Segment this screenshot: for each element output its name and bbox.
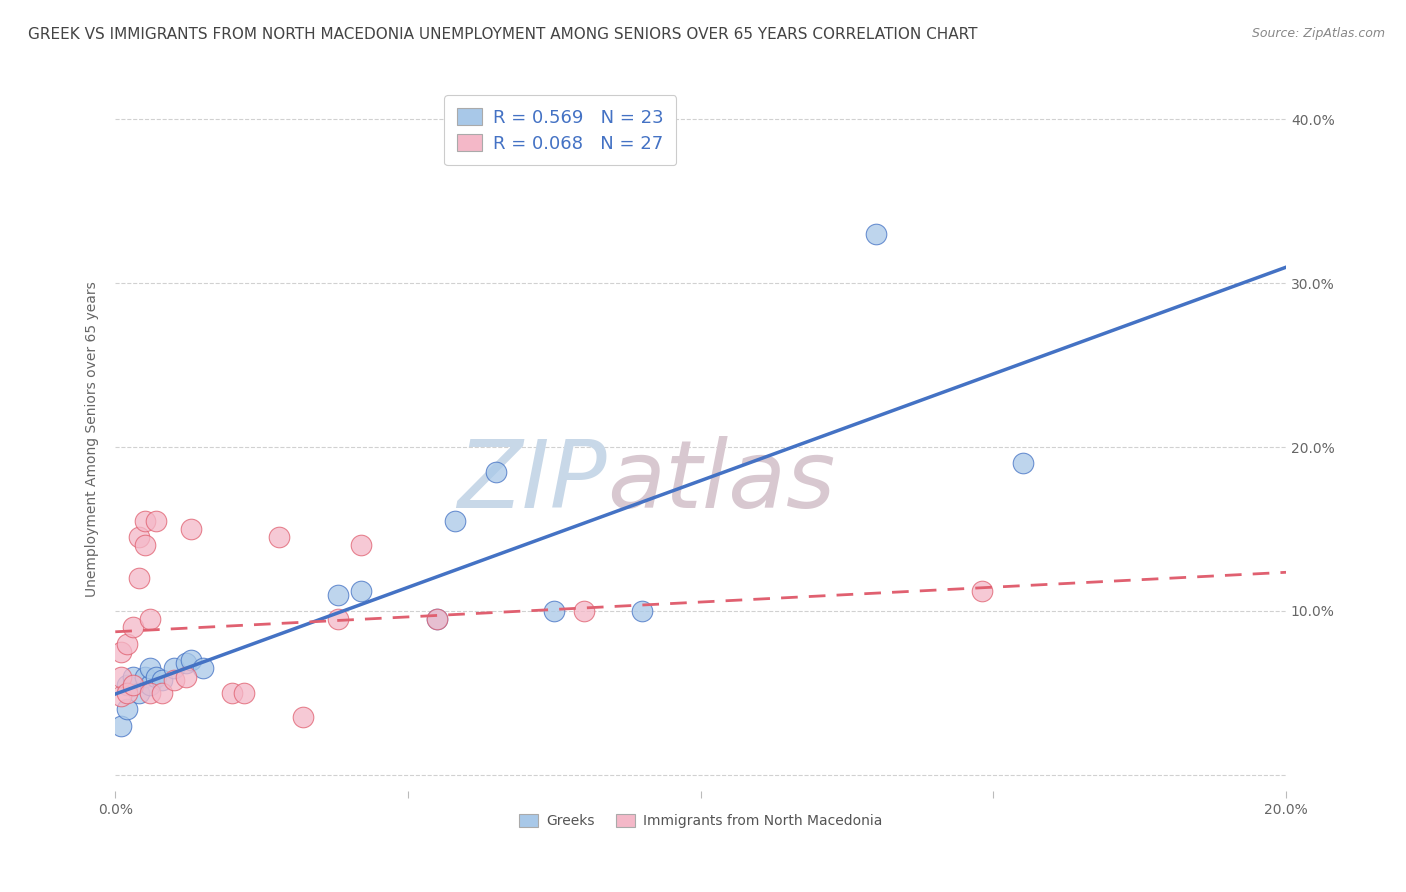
- Point: [221, 686, 243, 700]
- Point: [121, 678, 143, 692]
- Point: [180, 653, 202, 667]
- Point: [145, 514, 167, 528]
- Point: [139, 678, 162, 692]
- Point: [269, 530, 291, 544]
- Point: [426, 612, 449, 626]
- Point: [110, 669, 132, 683]
- Point: [233, 686, 256, 700]
- Point: [134, 669, 156, 683]
- Legend: Greeks, Immigrants from North Macedonia: Greeks, Immigrants from North Macedonia: [513, 808, 889, 834]
- Point: [145, 669, 167, 683]
- Point: [110, 689, 132, 703]
- Point: [139, 686, 162, 700]
- Point: [174, 657, 197, 671]
- Text: GREEK VS IMMIGRANTS FROM NORTH MACEDONIA UNEMPLOYMENT AMONG SENIORS OVER 65 YEAR: GREEK VS IMMIGRANTS FROM NORTH MACEDONIA…: [28, 27, 977, 42]
- Text: ZIP: ZIP: [457, 435, 607, 526]
- Point: [134, 514, 156, 528]
- Point: [121, 620, 143, 634]
- Point: [1011, 457, 1033, 471]
- Point: [128, 530, 150, 544]
- Point: [180, 522, 202, 536]
- Point: [128, 571, 150, 585]
- Point: [115, 686, 138, 700]
- Point: [139, 612, 162, 626]
- Point: [543, 604, 565, 618]
- Point: [115, 702, 138, 716]
- Point: [631, 604, 654, 618]
- Point: [150, 673, 173, 687]
- Point: [326, 612, 349, 626]
- Point: [110, 645, 132, 659]
- Point: [150, 686, 173, 700]
- Point: [350, 584, 373, 599]
- Point: [443, 514, 465, 528]
- Point: [572, 604, 595, 618]
- Point: [139, 661, 162, 675]
- Point: [291, 710, 314, 724]
- Point: [110, 719, 132, 733]
- Point: [970, 584, 993, 599]
- Point: [115, 678, 138, 692]
- Point: [865, 227, 887, 241]
- Point: [326, 588, 349, 602]
- Point: [121, 669, 143, 683]
- Y-axis label: Unemployment Among Seniors over 65 years: Unemployment Among Seniors over 65 years: [86, 281, 100, 597]
- Text: atlas: atlas: [607, 435, 835, 526]
- Point: [191, 661, 214, 675]
- Point: [174, 669, 197, 683]
- Point: [163, 661, 186, 675]
- Point: [115, 637, 138, 651]
- Point: [485, 465, 508, 479]
- Point: [350, 538, 373, 552]
- Text: Source: ZipAtlas.com: Source: ZipAtlas.com: [1251, 27, 1385, 40]
- Point: [426, 612, 449, 626]
- Point: [163, 673, 186, 687]
- Point: [134, 538, 156, 552]
- Point: [128, 686, 150, 700]
